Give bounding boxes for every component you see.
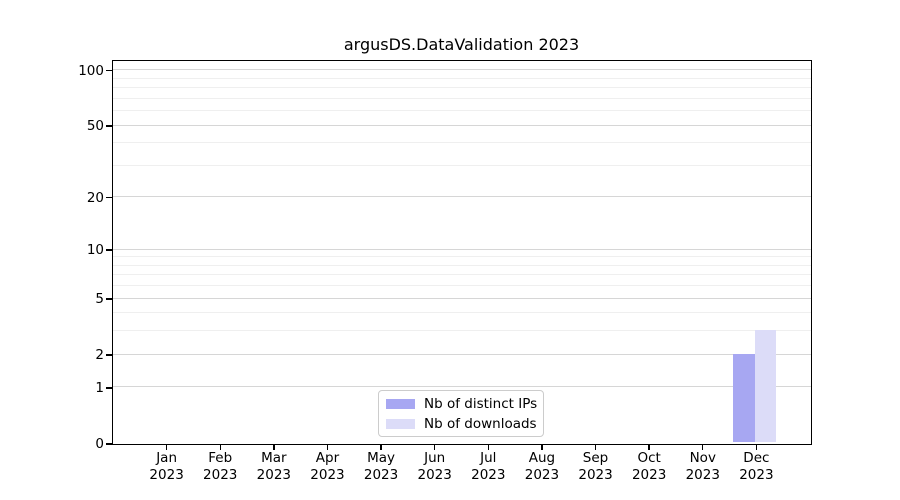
- x-tick-label-3: Mar 2023: [256, 450, 292, 483]
- plot-area: [112, 60, 812, 445]
- gridline-y-40: [113, 142, 811, 144]
- x-tick-label-5: May 2023: [363, 450, 399, 483]
- y-tick-label-10: 10: [86, 242, 104, 259]
- gridline-y-100: [113, 69, 811, 71]
- legend-label-distinct-ips: Nb of distinct IPs: [424, 395, 538, 412]
- y-tick-label-2: 2: [95, 347, 104, 364]
- x-tick-mark-9: [594, 444, 597, 450]
- gridline-y-70: [113, 97, 811, 99]
- gridline-y-9: [113, 256, 811, 258]
- x-tick-mark-6: [433, 444, 436, 450]
- gridline-y-2: [113, 353, 811, 355]
- x-tick-mark-11: [702, 444, 704, 450]
- gridline-y-50: [113, 124, 811, 126]
- y-tick-mark-2: [106, 354, 112, 356]
- gridline-y-10: [113, 248, 811, 250]
- gridline-y-8: [113, 264, 811, 266]
- x-tick-label-1: Jan 2023: [149, 450, 184, 483]
- x-tick-mark-5: [380, 444, 382, 450]
- bar-nb-of-distinct-ips-dec-2023: [733, 353, 755, 443]
- y-tick-mark-5: [106, 298, 112, 300]
- y-tick-mark-100: [106, 70, 112, 72]
- x-tick-label-11: Nov 2023: [685, 450, 720, 483]
- x-tick-label-12: Dec 2023: [739, 450, 774, 483]
- y-tick-mark-1: [106, 387, 112, 389]
- x-tick-mark-4: [326, 444, 329, 450]
- bar-nb-of-downloads-dec-2023: [754, 330, 777, 443]
- gridline-y-3: [113, 330, 811, 332]
- x-tick-mark-2: [219, 444, 221, 450]
- x-tick-label-4: Apr 2023: [310, 450, 345, 483]
- y-tick-label-5: 5: [95, 291, 104, 308]
- y-tick-mark-20: [106, 197, 112, 199]
- gridline-y-30: [113, 164, 811, 166]
- x-tick-mark-12: [755, 444, 758, 450]
- legend-swatch-distinct-ips: [386, 398, 415, 409]
- x-tick-label-6: Jun 2023: [417, 450, 452, 483]
- y-tick-label-50: 50: [86, 118, 104, 135]
- gridline-y-60: [113, 110, 811, 112]
- y-tick-label-20: 20: [86, 189, 104, 206]
- gridline-y-90: [113, 77, 811, 79]
- gridline-y-1: [113, 386, 811, 388]
- y-tick-mark-50: [106, 125, 112, 127]
- legend-swatch-downloads: [386, 418, 415, 429]
- y-tick-label-1: 1: [95, 379, 104, 396]
- x-tick-label-9: Sep 2023: [578, 450, 613, 483]
- chart-title: argusDS.DataValidation 2023: [343, 35, 580, 54]
- x-tick-label-8: Aug 2023: [524, 450, 560, 483]
- x-tick-mark-10: [648, 444, 650, 450]
- y-tick-label-0: 0: [95, 436, 104, 452]
- gridline-y-7: [113, 274, 811, 276]
- y-tick-mark-10: [106, 249, 112, 251]
- x-tick-label-2: Feb 2023: [203, 450, 238, 483]
- gridline-y-6: [113, 285, 811, 287]
- y-tick-label-100: 100: [78, 62, 104, 79]
- legend-item-distinct-ips: Nb of distinct IPs: [386, 395, 538, 412]
- legend-item-downloads: Nb of downloads: [386, 415, 537, 432]
- x-tick-mark-7: [487, 444, 489, 450]
- x-tick-label-10: Oct 2023: [631, 450, 667, 483]
- y-tick-mark-0: [106, 443, 112, 445]
- x-tick-mark-1: [165, 444, 168, 450]
- gridline-y-5: [113, 297, 811, 299]
- x-tick-mark-8: [541, 444, 543, 450]
- legend: Nb of distinct IPs Nb of downloads: [378, 390, 544, 437]
- x-tick-mark-3: [273, 444, 275, 450]
- gridline-y-20: [113, 196, 811, 198]
- gridline-y-4: [113, 312, 811, 314]
- x-tick-label-7: Jul 2023: [471, 450, 506, 483]
- gridline-y-80: [113, 87, 811, 89]
- legend-label-downloads: Nb of downloads: [424, 415, 537, 432]
